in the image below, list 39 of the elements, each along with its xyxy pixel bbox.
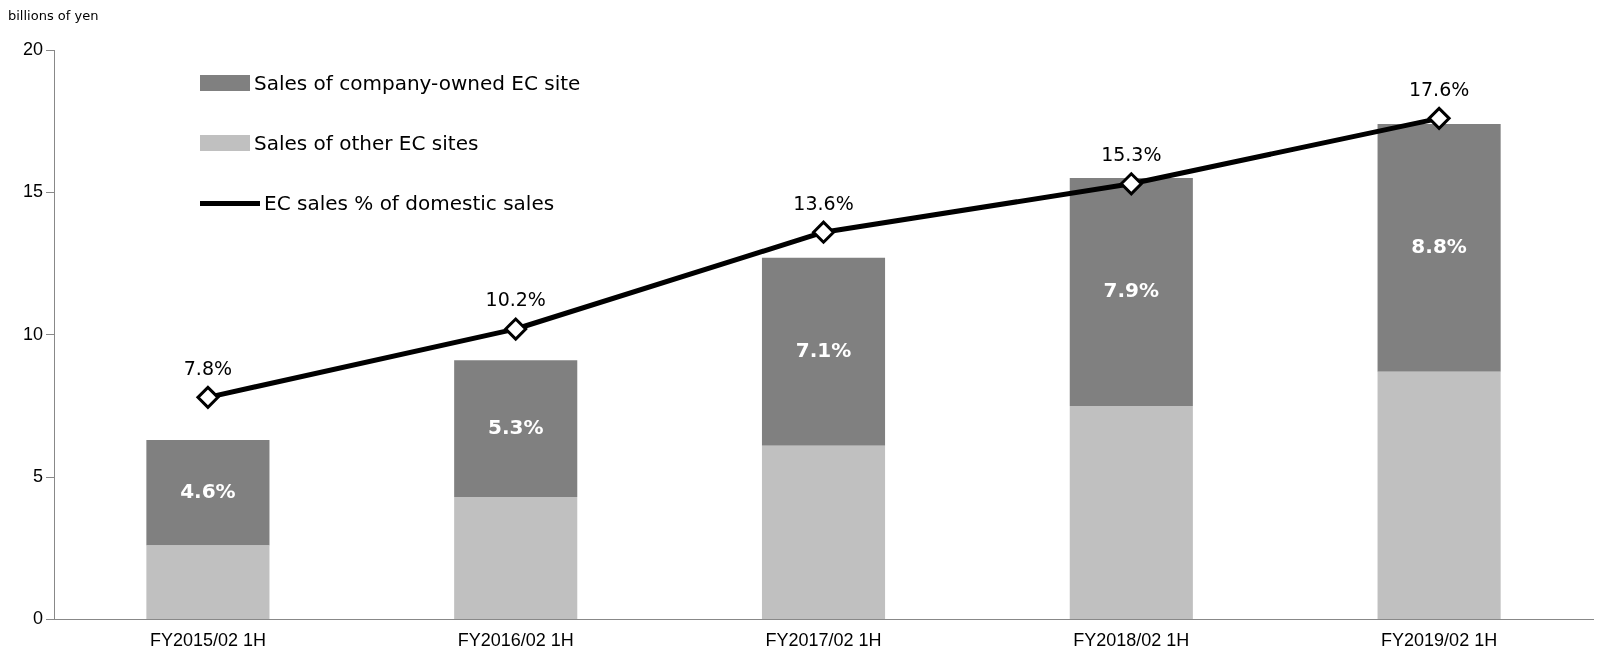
- bar: [146, 440, 270, 546]
- y-tick-label: 10: [22, 323, 44, 344]
- y-tick-label: 20: [22, 38, 44, 59]
- bar: [146, 545, 270, 619]
- legend-label: Sales of other EC sites: [254, 131, 479, 155]
- point: [1119, 172, 1143, 196]
- x-tick-label: FY2016/02 1H: [457, 630, 574, 651]
- y-tick-label: 15: [22, 181, 44, 202]
- x-tick-label: FY2015/02 1H: [149, 630, 266, 651]
- x-tick-label: FY2019/02 1H: [1381, 630, 1498, 651]
- bar: [454, 360, 578, 497]
- x-tick-label: FY2018/02 1H: [1073, 630, 1190, 651]
- data-label: 10.2%: [485, 288, 546, 311]
- y-tick-label: 5: [33, 466, 44, 487]
- point: [1427, 106, 1451, 130]
- legend-label: Sales of company-owned EC site: [254, 71, 581, 95]
- annotation: 5.3%: [487, 414, 544, 439]
- bar: [1377, 371, 1501, 619]
- data-label: 13.6%: [793, 191, 854, 214]
- data-label: 17.6%: [1408, 77, 1470, 100]
- annotation: 8.8%: [1411, 234, 1467, 259]
- bar: [1069, 405, 1193, 619]
- y-tick-label: 0: [33, 608, 44, 629]
- annotation: 4.6%: [180, 478, 236, 503]
- point: [196, 385, 220, 409]
- bar: [454, 496, 578, 619]
- bar: [761, 445, 886, 619]
- data-label: 15.3%: [1101, 143, 1162, 166]
- bar: [1377, 124, 1501, 372]
- y-axis-title: billions of yen: [8, 8, 99, 23]
- data-label: 7.8%: [183, 356, 233, 379]
- point: [504, 317, 528, 341]
- legend-label: EC sales % of domestic sales: [264, 191, 555, 215]
- point: [812, 220, 836, 244]
- bar: [761, 257, 886, 446]
- annotation: 7.9%: [1103, 278, 1160, 303]
- x-tick-label: FY2017/02 1H: [765, 630, 882, 651]
- bar: [1069, 178, 1193, 406]
- annotation: 7.1%: [795, 337, 852, 362]
